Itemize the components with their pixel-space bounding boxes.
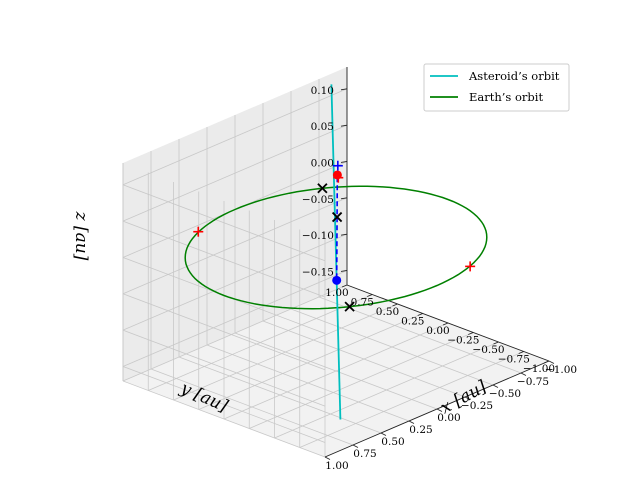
- z-tick: [340, 270, 348, 272]
- series-layer: [184, 84, 488, 420]
- z-tick: [340, 88, 348, 91]
- right-grid-z: [122, 293, 326, 371]
- y-tick-label: −0.50: [472, 344, 504, 356]
- right-grid-z: [122, 329, 326, 407]
- right-grid-z: [122, 366, 326, 443]
- x-tick-label: 0.75: [353, 448, 376, 460]
- x-tick: [324, 456, 331, 460]
- y-tick-label: 0.25: [401, 316, 424, 328]
- earth-orbit-line: [184, 185, 488, 310]
- x-marker: [344, 301, 355, 312]
- asteroid-orbit-line: [330, 84, 342, 420]
- z-tick-label: 0.05: [311, 121, 334, 133]
- floor-grid-x: [150, 368, 354, 446]
- floor-grid-y: [122, 284, 348, 382]
- x-marker: [317, 183, 328, 194]
- z-tick: [340, 124, 348, 127]
- legend-label-asteroid: Asteroid’s orbit: [468, 69, 560, 83]
- floor-grid-y: [173, 303, 398, 401]
- x-tick-label: −0.50: [489, 388, 521, 400]
- markers-layer: [193, 160, 476, 312]
- x-tick: [520, 372, 527, 376]
- y-tick: [341, 284, 348, 288]
- z-tick-label: 0.00: [311, 158, 334, 170]
- x-tick: [352, 444, 359, 448]
- floor-grid-y: [223, 322, 449, 420]
- x-tick-label: 1.00: [325, 460, 348, 472]
- back-grid-z: [122, 124, 348, 222]
- z-tick-label: 0.10: [311, 85, 334, 97]
- z-tick-label: −0.15: [302, 267, 334, 279]
- x-tick: [380, 432, 387, 436]
- legend-box: [423, 63, 570, 112]
- y-tick: [417, 313, 423, 316]
- z-tick: [340, 197, 348, 200]
- transfer-dashed-line: [335, 177, 339, 281]
- back-grid-z: [122, 270, 348, 367]
- y-tick: [518, 351, 524, 354]
- x-tick-label: −0.75: [517, 376, 549, 388]
- x-marker: [331, 211, 343, 223]
- floor-grid-y: [148, 294, 373, 391]
- back-grid-z: [122, 233, 348, 331]
- y-tick-label: −0.25: [447, 335, 479, 347]
- back-grid-z: [122, 197, 348, 295]
- x-tick: [492, 384, 499, 388]
- floor-grid-x: [122, 380, 326, 458]
- x-tick-label: −1.00: [545, 364, 577, 376]
- back-grid-z: [122, 88, 348, 186]
- x-tick: [408, 420, 415, 424]
- y-tick: [468, 332, 474, 335]
- floor-grid-x: [178, 356, 382, 434]
- y-tick-label: 0.75: [351, 297, 374, 309]
- y-tick: [367, 294, 373, 297]
- legend: Asteroid’s orbit Earth’s orbit: [423, 63, 570, 112]
- y-tick-label: −0.75: [498, 354, 530, 366]
- dot-marker: [332, 275, 342, 285]
- z-tick: [340, 233, 348, 236]
- right-grid-z: [122, 220, 326, 298]
- z-axis-label: z [au]: [71, 211, 91, 261]
- x-tick-label: 0.25: [409, 424, 432, 436]
- x-tick: [464, 396, 471, 400]
- y-tick: [442, 322, 449, 326]
- x-tick: [436, 408, 443, 412]
- x-tick-label: −0.25: [461, 400, 493, 412]
- floor-grid-y: [198, 313, 423, 410]
- x-tick-label: 0.50: [381, 436, 404, 448]
- dot-marker: [332, 170, 342, 180]
- y-tick: [543, 360, 550, 364]
- y-tick-label: 0.00: [426, 325, 449, 337]
- y-tick: [493, 341, 499, 345]
- floor-grid-x: [206, 344, 410, 422]
- y-tick-label: 1.00: [325, 287, 348, 299]
- x-tick-label: 0.00: [437, 412, 460, 424]
- z-tick-label: −0.10: [302, 230, 334, 242]
- tick-labels: −1.00−0.75−0.50−0.250.000.250.500.751.00…: [302, 85, 577, 472]
- right-grid-z: [122, 184, 326, 262]
- z-tick-label: −0.05: [302, 194, 334, 206]
- y-tick: [392, 303, 398, 307]
- y-tick-label: −1.00: [523, 363, 555, 375]
- z-tick: [340, 161, 348, 163]
- legend-label-earth: Earth’s orbit: [469, 90, 543, 104]
- y-tick-label: 0.50: [376, 306, 399, 318]
- x-tick: [548, 360, 555, 364]
